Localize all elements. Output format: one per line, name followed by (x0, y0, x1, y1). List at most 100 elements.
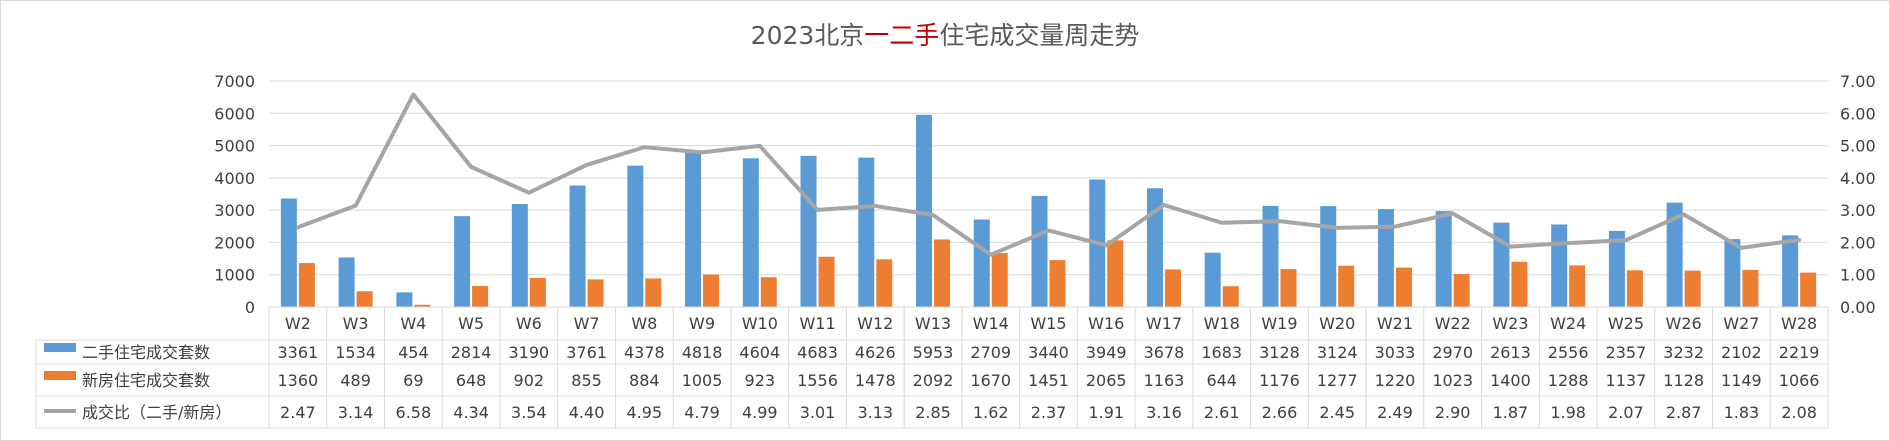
table-cell: 2.45 (1319, 403, 1355, 422)
category-label: W8 (631, 314, 657, 333)
category-label: W3 (343, 314, 369, 333)
table-cell: 644 (1206, 371, 1237, 390)
bar-new-home (356, 291, 373, 307)
y-right-tick-label: 0.00 (1840, 298, 1876, 317)
table-cell: 1288 (1548, 371, 1589, 390)
bar-new-home (587, 279, 604, 307)
category-label: W10 (742, 314, 778, 333)
table-cell: 454 (398, 343, 429, 362)
y-right-tick-label: 2.00 (1840, 233, 1876, 252)
bar-new-home (1338, 265, 1355, 307)
table-cell: 648 (456, 371, 487, 390)
table-cell: 1556 (797, 371, 838, 390)
table-cell: 2.37 (1031, 403, 1067, 422)
y-right-tick-label: 6.00 (1840, 104, 1876, 123)
table-cell: 855 (571, 371, 602, 390)
y-left-tick-label: 5000 (214, 137, 255, 156)
table-cell: 3232 (1663, 343, 1704, 362)
category-label: W21 (1377, 314, 1413, 333)
table-cell: 3678 (1144, 343, 1185, 362)
bar-new-home (645, 278, 662, 307)
category-label: W11 (799, 314, 835, 333)
category-label: W13 (915, 314, 951, 333)
table-cell: 2.49 (1377, 403, 1413, 422)
legend-label: 新房住宅成交套数 (82, 371, 210, 390)
data-table: W2 W3 W4 W5 W6 W7 W8 W9 W10 W11 W12 W13 W14 W15 W16 W17… (35, 306, 1829, 429)
category-label: W23 (1492, 314, 1528, 333)
table-cell: 1400 (1490, 371, 1531, 390)
y-axis-right: 0.00 1.00 2.00 3.00 4.00 5.00 6.00 7.00 (1840, 72, 1876, 317)
bar-second-hand (1262, 206, 1279, 307)
table-cell: 2092 (913, 371, 954, 390)
y-right-tick-label: 1.00 (1840, 266, 1876, 285)
bar-new-home (703, 274, 720, 307)
bar-new-home (1222, 286, 1239, 307)
bar-second-hand (1435, 211, 1452, 307)
table-cell: 3.13 (857, 403, 893, 422)
category-label: W27 (1723, 314, 1759, 333)
bar-second-hand (396, 292, 413, 307)
y-right-tick-label: 3.00 (1840, 201, 1876, 220)
legend-key (44, 371, 76, 380)
table-cell: 2219 (1779, 343, 1820, 362)
table-cell: 2.47 (280, 403, 316, 422)
y-left-tick-label: 6000 (214, 104, 255, 123)
table-cell: 3761 (566, 343, 607, 362)
table-cell: 923 (745, 371, 776, 390)
title-part: 一二手 (864, 21, 939, 50)
ratio-line (295, 92, 1802, 257)
table-cell: 3.01 (800, 403, 836, 422)
category-label: W6 (516, 314, 542, 333)
bar-second-hand (1608, 230, 1625, 307)
table-cell: 1005 (682, 371, 723, 390)
category-label: W19 (1261, 314, 1297, 333)
bar-second-hand (1551, 224, 1568, 307)
table-cell: 1277 (1317, 371, 1358, 390)
y-left-tick-label: 7000 (214, 72, 255, 91)
bar-new-home (1742, 269, 1759, 307)
table-cell: 3033 (1375, 343, 1416, 362)
y-right-tick-label: 5.00 (1840, 137, 1876, 156)
table-cell: 6.58 (396, 403, 432, 422)
table-cell: 2.07 (1608, 403, 1644, 422)
bar-second-hand (858, 157, 875, 307)
category-label: W7 (574, 314, 600, 333)
table-cell: 3440 (1028, 343, 1069, 362)
bar-second-hand (280, 198, 297, 307)
bar-new-home (529, 277, 546, 307)
table-cell: 4.34 (453, 403, 489, 422)
bar-second-hand (454, 216, 471, 307)
bar-second-hand (511, 204, 528, 307)
bar-second-hand (338, 257, 355, 307)
y-axis-left: 0 1000 2000 3000 4000 5000 6000 7000 (214, 72, 255, 317)
title-part: 2023北京 (751, 21, 865, 50)
table-cell: 1023 (1432, 371, 1473, 390)
bar-new-home (1684, 270, 1701, 307)
bar-second-hand (627, 165, 644, 307)
y-left-tick-label: 0 (245, 298, 255, 317)
y-left-tick-label: 2000 (214, 233, 255, 252)
legend-label: 成交比（二手/新房） (82, 403, 231, 422)
table-cell: 1683 (1201, 343, 1242, 362)
table-cell: 2357 (1606, 343, 1647, 362)
title-part: 住宅成交量周走势 (939, 21, 1139, 50)
bar-new-home (1395, 267, 1412, 307)
category-label: W4 (400, 314, 426, 333)
table-cell: 884 (629, 371, 660, 390)
y-left-tick-label: 4000 (214, 169, 255, 188)
table-cell: 1.83 (1724, 403, 1760, 422)
table-cell: 3.14 (338, 403, 374, 422)
table-cell: 3.16 (1146, 403, 1182, 422)
bar-second-hand (916, 114, 933, 307)
table-cell: 2.87 (1666, 403, 1702, 422)
table-cell: 1.87 (1493, 403, 1529, 422)
table-cell: 489 (340, 371, 371, 390)
table-cell: 2709 (970, 343, 1011, 362)
table-cell: 3128 (1259, 343, 1300, 362)
table-cell: 3949 (1086, 343, 1127, 362)
table-cell: 4.79 (684, 403, 720, 422)
category-label: W17 (1146, 314, 1182, 333)
bar-new-home (1164, 269, 1181, 307)
legend-key (44, 343, 76, 352)
bar-new-home (1569, 265, 1586, 307)
